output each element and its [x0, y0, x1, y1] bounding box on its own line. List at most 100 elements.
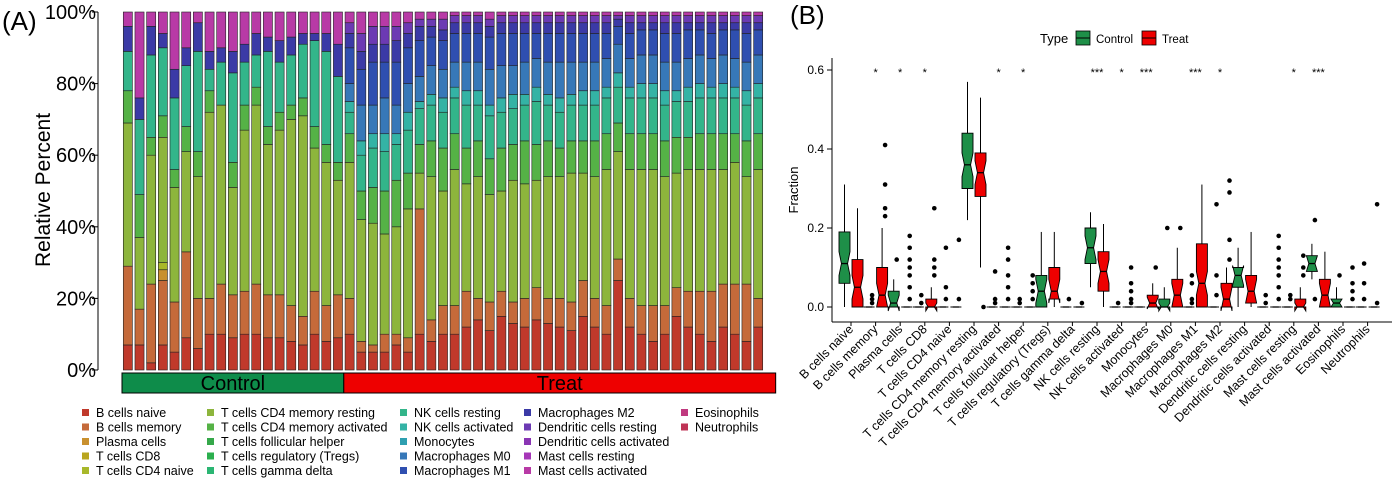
bar-segment — [729, 58, 740, 88]
bar-segment — [426, 65, 437, 95]
panel-b-ylabel: Fraction — [786, 167, 801, 214]
bar-segment — [578, 104, 588, 142]
bar-segment — [694, 29, 705, 56]
outlier-point — [1189, 296, 1195, 302]
bar-segment — [344, 101, 355, 113]
bar-segment — [531, 287, 542, 321]
outlier-point — [1227, 190, 1232, 195]
outlier-point — [956, 237, 962, 243]
bar-segment — [543, 104, 553, 142]
box-treat — [876, 142, 889, 308]
bar-segment — [543, 140, 553, 177]
bar-segment — [683, 86, 693, 102]
legend-label: Eosinophils — [695, 406, 759, 420]
bar-segment — [718, 29, 728, 56]
panel-a-label: (A) — [2, 6, 37, 36]
bar-segment — [566, 11, 577, 16]
bar-segment — [461, 326, 472, 371]
legend-label: B cells naive — [96, 406, 166, 420]
bar-segment — [718, 15, 728, 24]
box-treat — [1344, 265, 1355, 308]
box-treat — [1097, 224, 1110, 307]
bar-segment — [216, 61, 227, 106]
bar-segment — [204, 11, 215, 52]
box-treat — [1146, 265, 1159, 310]
bar-segment — [659, 305, 670, 335]
bar-segment — [321, 11, 332, 34]
panel-b-boxes — [838, 81, 1380, 313]
bar-segment — [403, 33, 413, 49]
bar-segment — [519, 11, 530, 16]
bar-segment — [438, 40, 448, 70]
box-treat — [999, 245, 1011, 308]
bar-segment — [356, 154, 367, 192]
bar-segment — [508, 301, 518, 324]
bar-segment — [636, 29, 647, 56]
bar-segment — [729, 283, 740, 335]
bar-segment — [146, 137, 157, 156]
outlier-point — [1350, 281, 1355, 286]
bar-segment — [519, 140, 530, 185]
bar-segment — [508, 144, 518, 181]
bar-segment — [484, 26, 495, 38]
box-treat — [974, 97, 987, 310]
bar-segment — [368, 222, 378, 346]
bar-segment — [566, 330, 577, 371]
bar-segment — [753, 133, 764, 170]
box-control — [1257, 292, 1269, 308]
bar-segment — [368, 11, 378, 27]
bar-segment — [473, 104, 483, 142]
bar-segment — [729, 15, 740, 24]
bar-segment — [718, 11, 728, 16]
bar-segment — [706, 15, 717, 24]
bar-segment — [122, 90, 133, 124]
bar-segment — [414, 101, 425, 109]
box-treat — [851, 208, 864, 308]
outlier-point — [1128, 265, 1134, 270]
bar-segment — [636, 133, 647, 170]
outlier-point — [956, 296, 962, 302]
y-tick-label: 100% — [45, 2, 96, 24]
bar-segment — [251, 283, 262, 335]
bar-segment — [426, 341, 437, 371]
outlier-point — [1214, 292, 1219, 298]
significance-mark: * — [1021, 67, 1026, 79]
bar-segment — [741, 90, 752, 106]
bar-segment — [169, 68, 180, 99]
bar-segment — [449, 333, 460, 371]
box-body — [1232, 265, 1245, 288]
legend-label: Dendritic cells resting — [538, 421, 657, 435]
y-tick-label: 0.2 — [807, 221, 824, 235]
bar-segment — [566, 94, 577, 106]
bar-segment — [473, 90, 483, 106]
outlier-point — [1227, 257, 1232, 262]
bar-segment — [438, 18, 448, 31]
bar-segment — [473, 11, 483, 16]
bar-segment — [356, 140, 367, 156]
bar-segment — [484, 11, 495, 20]
bar-segment — [391, 179, 402, 228]
bar-segment — [543, 94, 553, 106]
outlier-point — [943, 284, 949, 290]
outlier-point — [1189, 300, 1195, 306]
outlier-point — [1214, 202, 1219, 207]
box-body — [1294, 298, 1307, 313]
bar-segment — [624, 86, 635, 99]
bar-segment — [554, 33, 565, 63]
bar-segment — [624, 326, 635, 371]
outlier-point — [907, 257, 912, 262]
bar-segment — [741, 104, 752, 142]
bar-segment — [578, 315, 588, 371]
legend-label: Monocytes — [414, 435, 474, 449]
bar-segment — [566, 61, 577, 95]
bar-segment — [274, 111, 285, 131]
outlier-point — [882, 213, 888, 219]
bar-segment — [531, 58, 542, 88]
outlier-point — [1263, 292, 1268, 298]
bar-segment — [309, 147, 320, 292]
bar-segment — [461, 290, 472, 328]
bar-segment — [589, 15, 600, 24]
outlier-point — [1312, 217, 1318, 223]
bar-segment — [508, 323, 518, 371]
